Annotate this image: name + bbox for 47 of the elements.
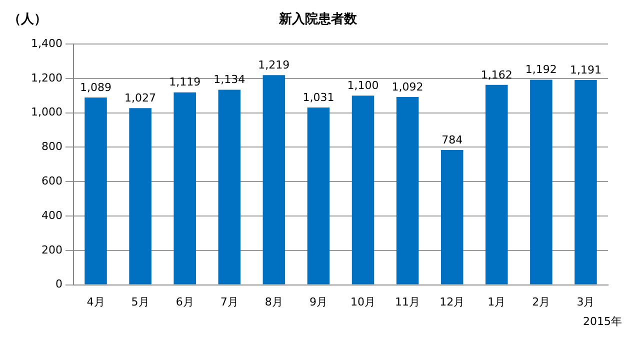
bar [574,80,597,284]
y-tick-label: 600 [41,174,62,188]
bar [486,84,508,284]
data-label: 1,162 [480,68,512,82]
x-tick-label: 6月 [176,295,194,308]
bar [218,90,241,284]
x-tick-label: 7月 [220,295,238,308]
y-tick-label: 400 [41,208,62,222]
x-tick-label: 10月 [350,295,376,308]
data-label: 1,134 [214,73,246,86]
chart-title: 新入院患者数 [279,12,357,27]
data-label: 1,100 [347,78,379,92]
data-label: 1,219 [258,58,290,72]
data-label: 784 [442,133,463,146]
bar [84,97,107,284]
x-tick-label: 11月 [395,295,420,308]
data-label: 1,089 [80,80,112,94]
y-axis-title: （人） [8,11,47,28]
x-tick-label: 5月 [131,295,150,308]
x-tick-label: 9月 [309,295,328,308]
data-label: 1,191 [570,63,602,76]
bar [352,96,374,284]
y-tick-label: 1,400 [30,36,62,50]
x-tick-label: 8月 [264,295,283,308]
y-tick-label: 800 [41,140,62,154]
data-label: 1,092 [392,80,424,94]
x-tick-label: 4月 [86,295,105,308]
bar [530,80,552,284]
x-tick-label: 2月 [532,295,550,308]
y-tick-label: 1,200 [30,71,62,84]
bar [129,108,152,284]
bar [396,96,419,284]
data-label: 1,192 [525,63,557,76]
bar [307,107,330,284]
data-label: 1,027 [124,92,156,105]
x-tick-label: 1月 [488,295,506,308]
bar [262,75,286,284]
y-tick-label: 0 [55,278,62,291]
x-tick-label: 12月 [440,295,465,308]
data-label: 1,031 [302,90,334,104]
x-tick-label: 3月 [576,295,595,308]
data-label: 1,119 [169,76,201,89]
y-tick-label: 1,000 [30,106,62,119]
bar [440,150,464,284]
text: 2015年 [583,314,622,329]
bar [174,92,196,284]
y-tick-label: 200 [41,243,62,256]
